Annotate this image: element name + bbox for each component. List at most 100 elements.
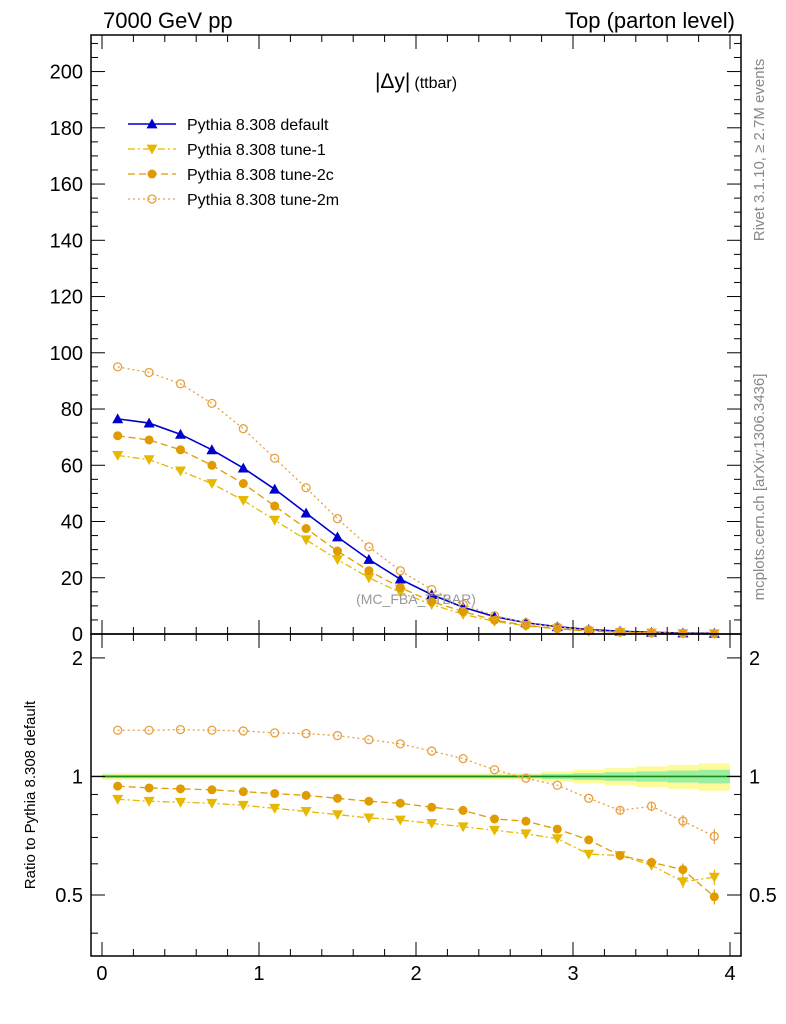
data-point (394, 573, 406, 584)
ratio-point (427, 802, 437, 812)
y-tick-label-ratio-right: 2 (749, 648, 760, 670)
ratio-point (144, 725, 154, 735)
y-tick-label-main: 0 (72, 624, 83, 646)
ratio-point (458, 753, 468, 764)
ratio-point (489, 765, 500, 775)
y-tick-label-ratio-right: 0.5 (749, 885, 777, 907)
series-line (117, 366, 715, 635)
data-point (270, 453, 280, 463)
ratio-point (238, 787, 248, 797)
ratio-point (364, 796, 374, 806)
series-main-1 (112, 451, 720, 640)
rivet-version-label: Rivet 3.1.10, ≥ 2.7M events (751, 59, 768, 242)
ratio-point (332, 793, 342, 803)
ratio-point (112, 794, 124, 805)
data-point (112, 451, 124, 461)
data-point (174, 428, 186, 439)
legend-label: Pythia 8.308 tune-2m (187, 192, 339, 209)
ratio-point (615, 805, 625, 816)
header-right-label: Top (parton level) (565, 8, 735, 33)
series-ratio-2 (113, 781, 719, 905)
data-point (489, 611, 500, 621)
legend: Pythia 8.308 default Pythia 8.308 tune-1 P… (128, 117, 339, 209)
data-point (363, 573, 375, 584)
data-point (238, 424, 248, 434)
ratio-point (677, 877, 689, 888)
ratio-point (583, 849, 595, 860)
x-tick-label: 1 (253, 963, 264, 985)
data-point (395, 583, 405, 593)
ratio-point (206, 798, 218, 809)
legend-marker (147, 169, 157, 179)
data-point (363, 553, 375, 564)
data-point (364, 566, 374, 576)
legend-marker (147, 194, 157, 204)
ratio-point (113, 725, 123, 735)
y-tick-label-main: 200 (50, 62, 83, 84)
data-point (331, 531, 343, 542)
y-tick-label-ratio: 0.5 (55, 885, 83, 907)
ratio-point (207, 725, 217, 735)
y-tick-label-main: 60 (61, 455, 83, 477)
ratio-point (394, 815, 406, 826)
data-point (332, 514, 343, 524)
legend-label: Pythia 8.308 tune-2c (187, 167, 334, 184)
ratio-line (117, 798, 715, 883)
ratio-point (615, 850, 625, 860)
ratio-point (363, 813, 375, 824)
data-point (521, 620, 531, 630)
mcplots-label: mcplots.cern.ch [arXiv:1306.3436] (751, 374, 768, 601)
y-tick-label-main: 80 (61, 399, 83, 421)
legend-entry: Pythia 8.308 tune-2m (128, 192, 339, 209)
ratio-point (144, 783, 154, 793)
legend-label: Pythia 8.308 tune-1 (187, 142, 326, 159)
data-point (207, 460, 217, 470)
data-point (238, 479, 248, 489)
data-point (113, 362, 123, 372)
data-point (113, 431, 123, 441)
ratio-point (551, 834, 563, 845)
data-point (395, 566, 405, 576)
ratio-point (521, 816, 531, 826)
ratio-point (395, 798, 405, 808)
ratio-point (332, 730, 343, 741)
data-point (269, 483, 281, 494)
data-point (521, 618, 531, 628)
data-point (552, 622, 562, 632)
ratio-point (270, 728, 280, 738)
data-point (112, 413, 124, 424)
data-point (458, 599, 468, 610)
ratio-point (426, 818, 438, 829)
y-tick-label-ratio: 2 (72, 648, 83, 670)
ratio-point (331, 810, 343, 821)
data-point (144, 367, 154, 378)
ratio-point (646, 801, 657, 811)
data-point (301, 483, 311, 493)
ratio-point (709, 892, 719, 902)
y-tick-label-main: 140 (50, 230, 83, 252)
legend-marker (146, 144, 158, 155)
x-tick-label: 2 (410, 963, 421, 985)
data-point (647, 628, 657, 638)
data-point (206, 444, 218, 455)
ratio-point (301, 728, 311, 739)
data-point (175, 445, 185, 455)
plot-title-main: |Δy| (375, 70, 410, 93)
data-point (144, 435, 154, 445)
legend-entry: Pythia 8.308 tune-2c (128, 167, 334, 184)
legend-marker (146, 118, 158, 129)
y-tick-label-main: 40 (61, 512, 83, 534)
ratio-point (489, 825, 501, 836)
ratio-point (552, 780, 562, 790)
ratio-point (269, 803, 281, 814)
ratio-point (143, 796, 155, 807)
data-point (270, 501, 280, 511)
legend-entry: Pythia 8.308 default (128, 117, 329, 134)
data-point (175, 379, 186, 389)
series-main-2 (113, 431, 719, 639)
data-point (300, 535, 312, 546)
header-left-label: 7000 GeV pp (103, 8, 233, 33)
data-point (237, 496, 249, 506)
ratio-point (237, 800, 249, 811)
